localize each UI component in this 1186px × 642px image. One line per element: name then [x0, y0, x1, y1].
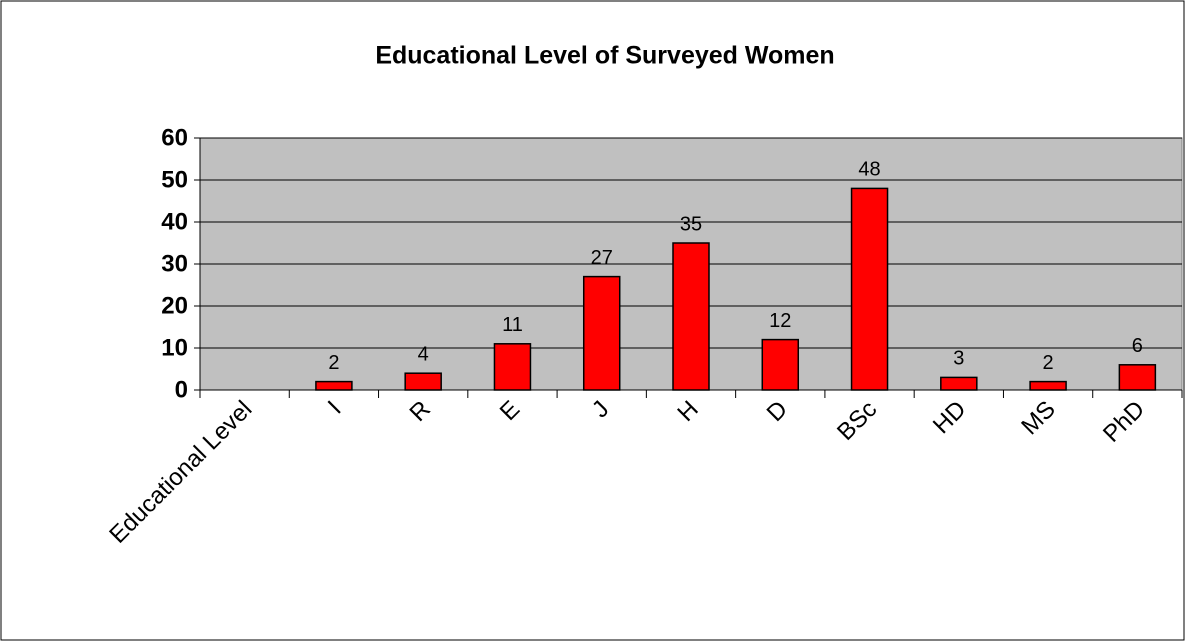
data-label: 48	[858, 159, 880, 181]
y-tick-label: 50	[161, 166, 188, 193]
bar	[940, 376, 978, 391]
data-label: 2	[328, 352, 339, 374]
data-label: 12	[769, 310, 791, 332]
data-label: 27	[591, 247, 613, 269]
y-tick-label: 30	[161, 250, 188, 277]
bar	[1118, 364, 1157, 391]
bar	[493, 343, 532, 391]
data-label: 11	[502, 314, 523, 336]
y-tick-label: 60	[161, 124, 188, 151]
bar	[404, 372, 442, 391]
bar	[1029, 380, 1067, 391]
data-label: 2	[1043, 352, 1054, 374]
data-label: 6	[1132, 335, 1143, 357]
y-tick-label: 40	[161, 208, 188, 235]
bar	[672, 242, 710, 391]
bar	[850, 187, 889, 391]
y-tick-label: 10	[161, 334, 188, 361]
data-label: 35	[680, 213, 702, 235]
bar	[582, 275, 621, 391]
bar	[761, 338, 800, 391]
data-label: 3	[953, 348, 964, 370]
y-tick-label: 20	[161, 292, 188, 319]
data-label: 4	[418, 343, 429, 365]
y-tick-label: 0	[175, 376, 188, 403]
chart-title: Educational Level of Surveyed Women	[375, 42, 834, 70]
bar	[315, 380, 353, 391]
